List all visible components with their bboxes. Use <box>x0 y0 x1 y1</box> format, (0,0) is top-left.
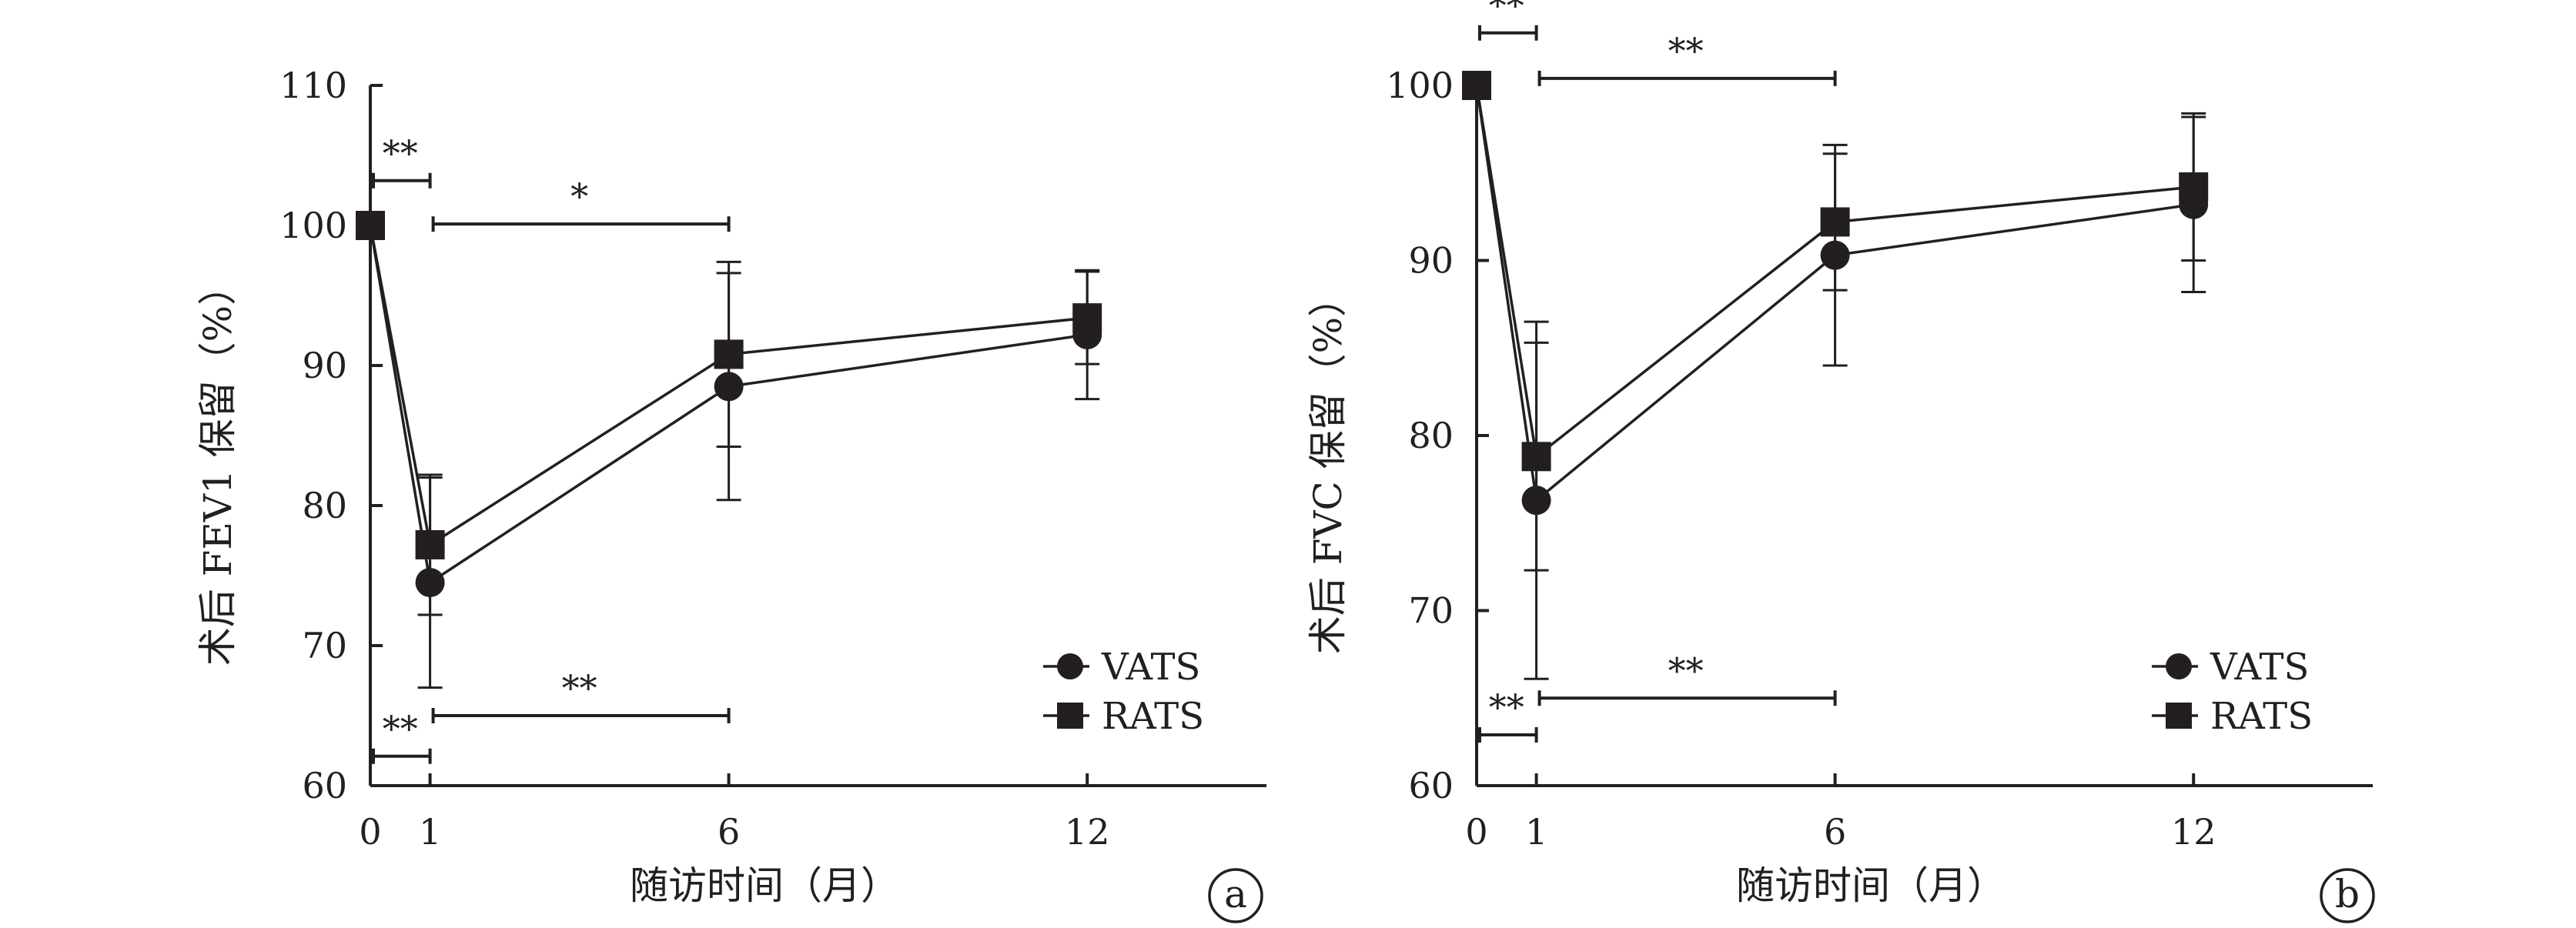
y-tick-label: 110 <box>279 65 347 106</box>
data-point-rats <box>356 211 385 240</box>
legend-label: RATS <box>1102 695 1204 738</box>
data-point-rats <box>1820 207 1850 237</box>
x-axis-title: 随访时间（月） <box>630 863 899 908</box>
series-line-vats <box>369 225 1088 586</box>
y-axis-title: 术后 FVC 保留（%） <box>1306 279 1350 654</box>
y-tick-label: 90 <box>1408 240 1454 282</box>
panel-label-circle <box>1208 868 1263 923</box>
data-point-rats <box>415 529 445 559</box>
y-tick-label: 90 <box>302 345 347 386</box>
data-point-vats <box>1521 486 1551 516</box>
y-axis-title: 术后 FEV1 保留（%） <box>196 267 240 666</box>
x-tick-label: 12 <box>1065 811 1110 853</box>
y-tick-label: 80 <box>302 485 347 526</box>
legend-label: VATS <box>2210 646 2309 689</box>
data-point-vats <box>1820 240 1850 270</box>
series-line-vats <box>1475 85 2194 503</box>
legend-label: RATS <box>2210 695 2313 738</box>
y-tick-label: 60 <box>1408 765 1454 806</box>
x-tick-label: 12 <box>2171 811 2216 853</box>
x-tick-label: 0 <box>1465 811 1487 853</box>
significance-label: ** <box>1668 30 1704 72</box>
data-point-rats <box>1072 303 1102 333</box>
significance-label: ** <box>383 132 418 174</box>
x-tick-label: 0 <box>359 811 381 853</box>
y-tick-label: 70 <box>302 625 347 666</box>
significance-label: ** <box>383 708 418 749</box>
x-tick-label: 6 <box>1824 811 1846 853</box>
legend-label: VATS <box>1101 646 1200 689</box>
y-tick-label: 80 <box>1408 415 1454 456</box>
data-point-rats <box>1462 71 1491 100</box>
y-tick-label: 100 <box>1386 65 1454 106</box>
legend-marker-square <box>1057 703 1083 729</box>
significance-label: ** <box>562 667 597 709</box>
y-tick-label: 60 <box>302 765 347 806</box>
panel-label-circle <box>2320 868 2375 923</box>
data-point-rats <box>1521 442 1551 472</box>
chart-panel-b: 60 70 80 90 100 0 1 6 12 术后 FVC 保留（%） 随访时间（月） ** ** *… <box>1306 0 2375 923</box>
y-tick-label: 70 <box>1408 590 1454 632</box>
x-tick-label: 1 <box>1525 811 1547 853</box>
x-axis-title: 随访时间（月） <box>1736 863 2006 908</box>
legend-marker-square <box>2166 703 2192 729</box>
significance-label: * <box>570 175 588 217</box>
legend-marker-circle <box>2166 653 2192 679</box>
legend-marker-circle <box>1057 653 1083 679</box>
data-point-vats <box>415 568 445 598</box>
data-point-rats <box>2179 172 2209 202</box>
data-point-rats <box>714 339 744 369</box>
x-tick-label: 1 <box>419 811 441 853</box>
x-tick-label: 6 <box>718 811 740 853</box>
data-point-vats <box>714 372 744 402</box>
panel-label: a <box>1224 872 1247 916</box>
significance-label: ** <box>1489 0 1524 26</box>
significance-label: ** <box>1668 649 1704 691</box>
panel-label: b <box>2335 872 2360 916</box>
significance-label: ** <box>1489 686 1524 728</box>
series-line-rats <box>1475 85 2194 459</box>
series-line-rats <box>369 225 1088 547</box>
chart-panel-a: 60 70 80 90 100 110 0 1 6 12 术后 FEV1 保留（%） 随访时间（月） *… <box>196 65 1266 923</box>
y-tick-label: 100 <box>279 205 347 246</box>
